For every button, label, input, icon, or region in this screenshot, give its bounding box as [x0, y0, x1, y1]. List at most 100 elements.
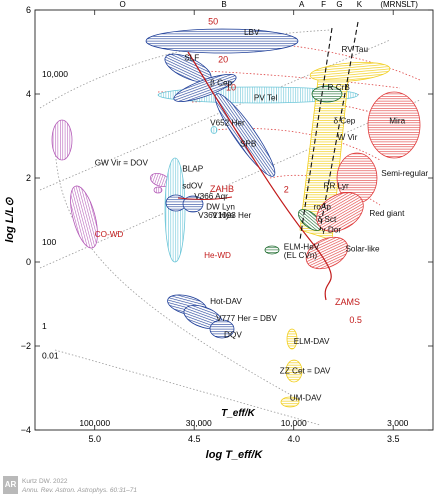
region-label: sdOV [182, 182, 203, 191]
mass-track-label: 20 [218, 55, 228, 65]
x-axis-label: log T_eff/K [206, 449, 264, 461]
spectral-class-label: K [357, 0, 363, 9]
x-tick-label: 4.5 [188, 434, 201, 444]
temperature-tick-label: 10,000 [281, 418, 307, 428]
y-tick-label: −2 [21, 341, 31, 351]
region-label: β Cep [210, 79, 232, 88]
region-label: γ Dor [322, 226, 342, 235]
x-tick-label: 3.5 [387, 434, 400, 444]
region-label: CO-WD [95, 230, 124, 239]
zahb-line [177, 196, 233, 200]
variable-star-regions [51, 28, 421, 408]
radius-line-1 [39, 99, 421, 269]
region-um-dav [280, 396, 300, 408]
plot-frame [34, 9, 434, 431]
radius-label: 100 [42, 237, 56, 247]
region-label: RR Lyr [324, 182, 349, 191]
region-r-crb [311, 85, 343, 103]
radius-label: 0.01 [42, 351, 59, 361]
track-5 [214, 128, 381, 161]
region-label: SPB [240, 140, 257, 149]
region-label: V366 Aqr [194, 192, 228, 201]
region-label: (EL CVn) [284, 251, 318, 260]
mass-track-label: 0.5 [349, 315, 362, 325]
region-label: Mira [389, 116, 405, 125]
region-beta-cep [173, 74, 237, 102]
region-label: LBV [244, 28, 260, 37]
region-elm-hev [264, 245, 280, 255]
region-label: ELM-DAV [294, 337, 330, 346]
region-rv-tau [309, 61, 391, 83]
y-tick-label: 4 [26, 89, 31, 99]
region-label: V1093 Her [212, 211, 251, 220]
spectral-class-label: F [321, 0, 326, 9]
region-label: DQV [224, 331, 242, 340]
spectral-class-label: A [299, 0, 305, 9]
mass-track-label: 50 [208, 17, 218, 27]
mass-track-labels: 50 20 10 2 0.5 [208, 17, 362, 325]
zams-and-strip-edges [177, 21, 359, 301]
temperature-tick-label: 100,000 [79, 418, 110, 428]
region-label: Red giant [369, 209, 405, 218]
temperature-tick-label: 3,000 [387, 418, 409, 428]
region-label: GW Vir = DOV [95, 158, 149, 167]
instability-strip-red-edge [319, 21, 359, 231]
y-tick-label: 2 [26, 173, 31, 183]
x-axis-ticks: 5.0 4.5 4.0 3.5 [88, 10, 399, 444]
mass-track-label: 2 [284, 185, 289, 195]
region-co-wd [70, 185, 98, 249]
region-dw-lyn [182, 195, 204, 213]
region-sdov [153, 186, 163, 194]
region-label: V652 Her [210, 119, 245, 128]
region-label: UM-DAV [290, 394, 322, 403]
region-label: Hot-DAV [210, 297, 242, 306]
region-label: SLF [184, 53, 199, 62]
zams-line [187, 51, 332, 301]
y-axis-label: log L/L⊙ [4, 197, 16, 243]
region-label: V361 Hya [198, 211, 234, 220]
region-solar-like [305, 236, 349, 270]
region-label: δ Sct [318, 215, 337, 224]
spectral-class-label: G [336, 0, 342, 9]
y-tick-label: −4 [21, 425, 31, 435]
region-mira [367, 91, 421, 159]
spectral-class-ticks: O B A F G K (MRNSLT) [119, 0, 418, 9]
radius-line-100 [39, 39, 391, 191]
region-label: DW Lyn [206, 203, 235, 212]
region-label: Semi-regular [381, 169, 428, 178]
region-spb [214, 93, 276, 177]
region-dqv [209, 319, 235, 339]
spectral-class-label: O [119, 0, 125, 9]
region-label: W Vir [337, 133, 357, 142]
region-label: R CrB [328, 83, 351, 92]
region-label: RV Tau [341, 45, 368, 54]
region-gw-vir [51, 119, 73, 161]
temperature-tick-label: 30,000 [186, 418, 212, 428]
instability-strip-blue-edge [299, 27, 333, 241]
region-red-giant [316, 192, 364, 232]
x-tick-label: 5.0 [88, 434, 101, 444]
region-label: Solar-like [345, 245, 380, 254]
region-label: BLAP [182, 165, 203, 174]
publisher-logo: AR [3, 476, 18, 494]
region-label: He-WD [204, 251, 231, 260]
spectral-class-label: B [221, 0, 226, 9]
region-label: roAp [314, 203, 332, 212]
spectral-class-label: (MRNSLT) [380, 0, 418, 9]
region-v652-her [210, 126, 218, 134]
temperature-ticks: 100,000 30,000 10,000 3,000 [79, 418, 408, 428]
x-tick-label: 4.0 [287, 434, 300, 444]
region-label: ELM-HeV [284, 242, 320, 251]
region-label: PV Tel [254, 93, 278, 102]
wd-cooling-track [54, 137, 301, 401]
mass-track-label: 10 [226, 83, 236, 93]
region-labels: LBV SLF β Cep PV Tel V652 Her SPB BLAP sdOVV366… [95, 28, 429, 402]
region-label: V777 Her = DBV [216, 314, 277, 323]
region-label: ZZ Cet = DAV [280, 366, 331, 375]
credit-line-1: Kurtz DW. 2022 [22, 478, 68, 485]
region-label: δ Cep [334, 116, 356, 125]
zams-label: ZAMS [335, 297, 360, 307]
radius-line-001 [54, 349, 321, 426]
